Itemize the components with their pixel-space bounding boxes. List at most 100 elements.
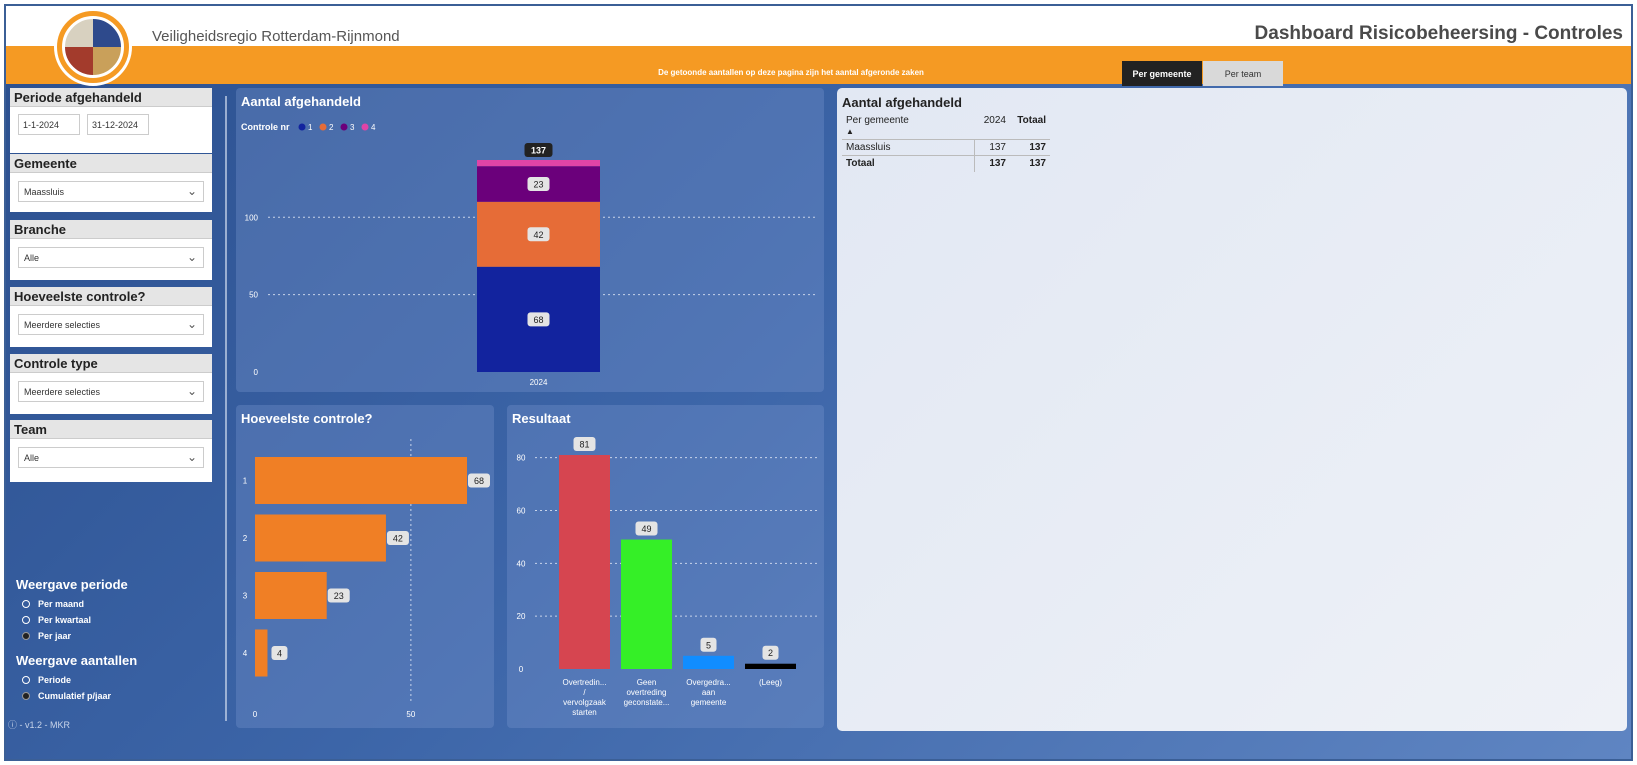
- row-value-total: 137: [1010, 139, 1050, 156]
- y-tick-label: 100: [245, 213, 259, 222]
- y-tick-label: 80: [517, 454, 526, 463]
- bar-1: [621, 539, 672, 669]
- radio-label: Per maand: [38, 599, 85, 609]
- y-tick-label: 1: [243, 477, 248, 486]
- hbar-chart-card: Hoeveelste controle? 0 50 1 68 2 42 3 23 4 4: [236, 405, 494, 728]
- hbar-chart: 0 50 1 68 2 42 3 23 4 4: [243, 439, 490, 719]
- data-label-4-bg: [271, 646, 288, 660]
- hoeveelste-slicer: Hoeveelste controle? Meerdere selecties …: [10, 287, 212, 347]
- slicer-title: Branche: [10, 220, 212, 239]
- data-label-3-bg: [527, 176, 550, 191]
- slicer-title: Periode afgehandeld: [10, 88, 212, 107]
- y-tick-label: 3: [243, 592, 248, 601]
- matrix-table: Per gemeente ▲ 2024 Totaal Maassluis 137 …: [842, 113, 1050, 172]
- chevron-down-icon: ⌄: [186, 317, 197, 331]
- bar-3: [255, 572, 327, 619]
- data-label-2-bg: [700, 637, 717, 652]
- header-label: Per gemeente: [846, 115, 909, 126]
- x-tick-label: 0: [253, 710, 258, 719]
- dropdown-value: Maassluis: [24, 187, 65, 197]
- x-tick-label: 50: [406, 710, 415, 719]
- bar-3: [745, 663, 796, 669]
- radio-selected-icon: [22, 692, 30, 700]
- data-label-3: 2: [768, 648, 773, 658]
- radio-icon: [22, 676, 30, 684]
- chart-title: Hoeveelste controle?: [241, 411, 373, 426]
- matrix-title: Aantal afgehandeld: [842, 95, 962, 110]
- result-chart-card: Resultaat 0 20 40 60 80 81 Overtredin... / vervo…: [507, 405, 824, 728]
- sort-ascending-icon: ▲: [846, 127, 854, 136]
- weergave-aantallen-title: Weergave aantallen: [16, 653, 138, 668]
- branche-dropdown[interactable]: Alle ⌄: [18, 247, 204, 268]
- data-label-2: 42: [533, 230, 543, 240]
- radio-periode[interactable]: Periode: [22, 675, 71, 685]
- x-tick-label: 2024: [530, 378, 548, 387]
- radio-cumulatief[interactable]: Cumulatief p/jaar: [22, 691, 111, 701]
- controle-type-dropdown[interactable]: Meerdere selecties ⌄: [18, 381, 204, 402]
- legend-label-3: 3: [350, 123, 355, 132]
- data-label-1-bg: [527, 312, 550, 327]
- header-bar: [6, 6, 1631, 46]
- data-label-1-bg: [635, 521, 658, 536]
- start-date-input[interactable]: 1-1-2024: [18, 114, 80, 135]
- dropdown-value: Meerdere selecties: [24, 320, 101, 330]
- tab-per-team[interactable]: Per team: [1203, 61, 1283, 86]
- data-label-3: 23: [334, 591, 344, 601]
- data-label-0: 81: [579, 440, 589, 450]
- slicer-title: Gemeente: [10, 154, 212, 173]
- y-tick-label: 4: [243, 649, 248, 658]
- legend-marker-1: [298, 123, 306, 131]
- data-label-3: 23: [533, 179, 543, 189]
- x-tick-label-0: Overtredin... / vervolgzaak starten: [562, 678, 606, 717]
- totals-value-total: 137: [1010, 155, 1050, 172]
- radio-per-kwartaal[interactable]: Per kwartaal: [22, 615, 91, 625]
- data-label-1-bg: [468, 473, 490, 488]
- bar-1: [255, 457, 467, 504]
- x-tick-label-2: Overgedra... aan gemeente: [686, 678, 730, 707]
- column-header-totaal[interactable]: Totaal: [1017, 115, 1046, 126]
- bar-2: [255, 514, 386, 562]
- team-dropdown[interactable]: Alle ⌄: [18, 447, 204, 468]
- weergave-periode-title: Weergave periode: [16, 577, 128, 592]
- data-label-2: 5: [706, 640, 711, 650]
- radio-label: Periode: [38, 675, 72, 685]
- legend-marker-3: [340, 123, 348, 131]
- radio-selected-icon: [22, 632, 30, 640]
- column-header-2024[interactable]: 2024: [983, 115, 1006, 126]
- y-tick-label: 2: [243, 534, 248, 543]
- y-tick-label: 60: [517, 506, 526, 515]
- radio-per-maand[interactable]: Per maand: [22, 599, 84, 609]
- radio-per-jaar[interactable]: Per jaar: [22, 631, 71, 641]
- bar-segment-4: [477, 160, 600, 167]
- end-date-input[interactable]: 31-12-2024: [87, 114, 149, 135]
- x-tick-label-1: Geen overtreding geconstate...: [624, 678, 670, 707]
- radio-label: Cumulatief p/jaar: [38, 691, 112, 701]
- bar-0: [559, 455, 610, 669]
- legend-marker-2: [319, 123, 327, 131]
- panel-divider: [225, 96, 227, 721]
- matrix-card: Aantal afgehandeld Per gemeente ▲ 2024 To…: [837, 88, 1627, 731]
- slicer-title: Hoeveelste controle?: [10, 287, 212, 306]
- stacked-chart-card: Aantal afgehandeld Controle nr 1 2 3 4 0 50 100…: [236, 88, 824, 392]
- hoeveelste-dropdown[interactable]: Meerdere selecties ⌄: [18, 314, 204, 335]
- gemeente-dropdown[interactable]: Maassluis ⌄: [18, 181, 204, 202]
- chevron-down-icon: ⌄: [186, 450, 197, 464]
- dropdown-value: Alle: [24, 253, 40, 263]
- legend-title: Controle nr: [241, 122, 290, 132]
- table-row: Maassluis 137 137: [842, 139, 1050, 156]
- y-tick-label: 40: [517, 559, 526, 568]
- dropdown-value: Meerdere selecties: [24, 387, 101, 397]
- slicer-title: Controle type: [10, 354, 212, 373]
- tab-per-gemeente[interactable]: Per gemeente: [1122, 61, 1202, 86]
- legend-label-2: 2: [329, 123, 334, 132]
- chevron-down-icon: ⌄: [186, 184, 197, 198]
- column-header-gemeente[interactable]: Per gemeente ▲: [842, 113, 974, 140]
- data-label-2: 42: [393, 534, 403, 544]
- gemeente-slicer: Gemeente Maassluis ⌄: [10, 154, 212, 212]
- x-tick-label-3: (Leeg): [759, 678, 782, 687]
- chevron-down-icon: ⌄: [186, 250, 197, 264]
- result-chart: 0 20 40 60 80 81 Overtredin... / vervolgzaak star…: [517, 437, 817, 717]
- y-tick-label: 50: [249, 291, 258, 300]
- info-notice: De getoonde aantallen op deze pagina zij…: [658, 68, 924, 77]
